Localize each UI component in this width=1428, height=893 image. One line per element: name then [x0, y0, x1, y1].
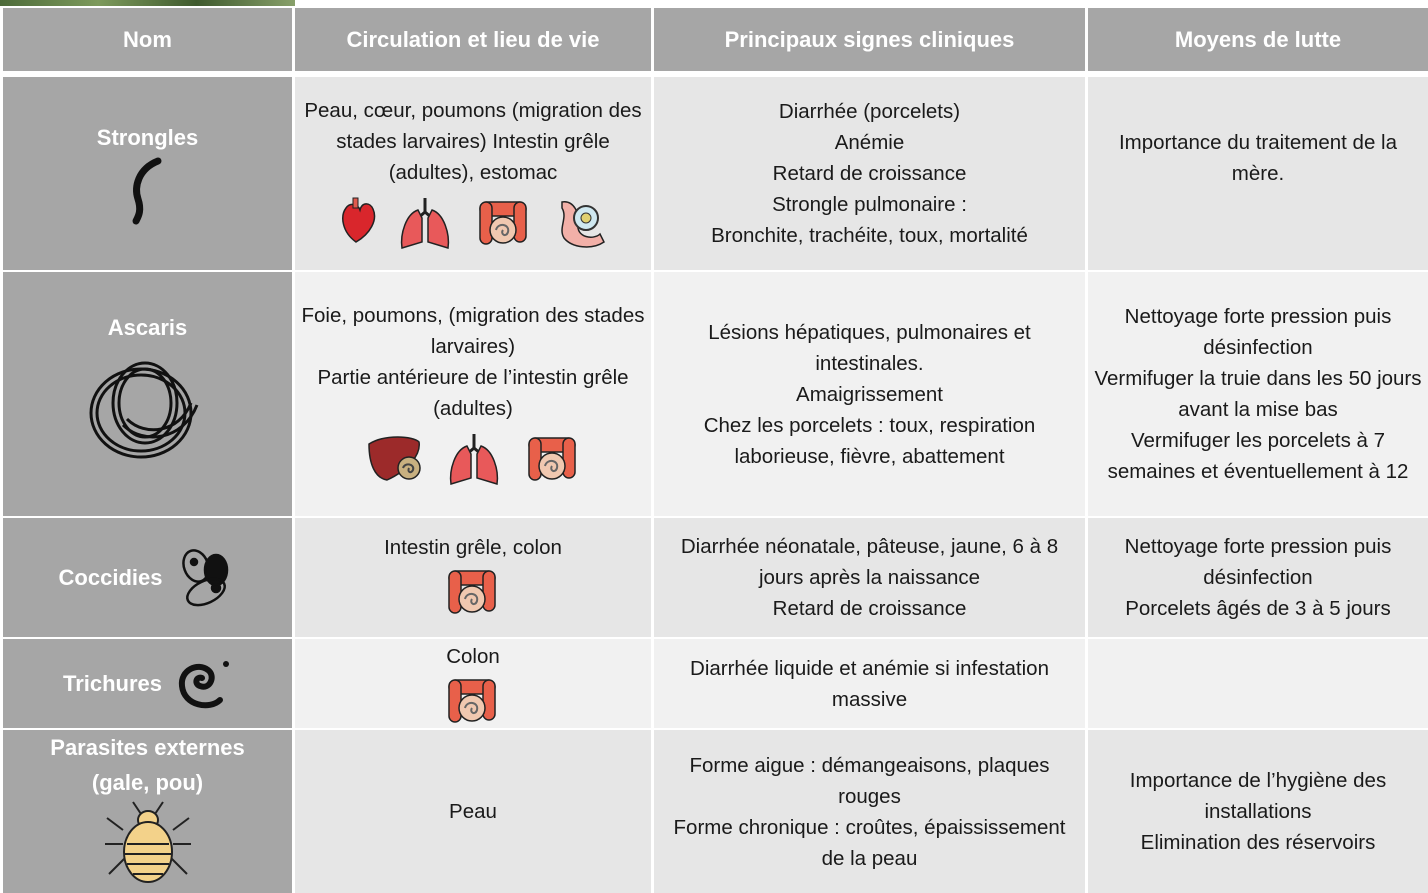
- name-cell: Parasites externes (gale, pou): [3, 730, 292, 893]
- name-cell: Ascaris: [3, 272, 292, 516]
- header-cell: Principaux signes cliniques: [654, 8, 1085, 71]
- paragraph: Anémie: [834, 131, 905, 154]
- cell: Importance de l’hygiène des installation…: [1088, 730, 1428, 893]
- name-cell: Trichures: [3, 639, 292, 728]
- lungs-icon: [400, 196, 450, 250]
- cell: Diarrhée néonatale, pâteuse, jaune, 6 à …: [654, 518, 1085, 637]
- header-cell: Moyens de lutte: [1088, 8, 1428, 71]
- cell: Importance du traitement de la mère.: [1088, 77, 1428, 270]
- name: Ascaris: [107, 315, 188, 340]
- header-image: [0, 0, 295, 6]
- cell: Nettoyage forte pression puis désinfecti…: [1088, 272, 1428, 516]
- paragraph: Vermifuger la truie dans les 50 jours av…: [1094, 367, 1422, 421]
- name: Coccidies: [58, 565, 163, 590]
- header-cell: Circulation et lieu de vie: [295, 8, 651, 71]
- paragraph: Porcelets âgés de 3 à 5 jours: [1125, 597, 1391, 620]
- cell: Diarrhée (porcelets) Anémie Retard de croi…: [654, 77, 1085, 270]
- cell: Peau: [295, 730, 651, 893]
- cell: Peau, cœur, poumons (migration des stade…: [295, 77, 651, 270]
- name: Strongles: [96, 125, 199, 150]
- paragraph: Strongle pulmonaire :: [772, 193, 967, 216]
- cell: Forme aigue : démangeaisons, plaques rou…: [654, 730, 1085, 893]
- paragraph: Partie antérieure de l’intestin grêle (a…: [317, 366, 629, 420]
- paragraph: Forme aigue : démangeaisons, plaques rou…: [689, 753, 1050, 808]
- organ-icons: [445, 672, 501, 728]
- cell: Intestin grêle, colon: [295, 518, 651, 637]
- name-group: Trichures: [63, 656, 232, 712]
- organ-icons: [336, 194, 610, 252]
- paragraph: Importance du traitement de la mère.: [1118, 131, 1398, 185]
- paragraph: Amaigrissement: [796, 382, 943, 406]
- ascaris-icon: [89, 361, 198, 459]
- cell: [1088, 639, 1428, 728]
- paragraph: Colon: [446, 645, 500, 668]
- paragraph: Peau: [449, 800, 497, 823]
- intestine-icon: [448, 679, 496, 723]
- paragraph: Nettoyage forte pression puis désinfecti…: [1124, 305, 1392, 359]
- organ-icons: [365, 430, 581, 488]
- trichure-icon: [179, 660, 230, 708]
- name-cell: Strongles: [3, 77, 292, 270]
- paragraph: Chez les porcelets : toux, respiration l…: [703, 413, 1036, 468]
- paragraph: Diarrhée liquide et anémie si infestatio…: [690, 656, 1049, 711]
- paragraph: Forme chronique : croûtes, épaississemen…: [673, 815, 1066, 870]
- paragraph: Importance de l’hygiène des installation…: [1129, 769, 1387, 823]
- cell: Lésions hépatiques, pulmonaires et intes…: [654, 272, 1085, 516]
- liver-icon: [368, 436, 421, 481]
- intestine-icon: [479, 201, 527, 245]
- paragraph: Lésions hépatiques, pulmonaires et intes…: [708, 320, 1031, 375]
- name-cell: Coccidies: [3, 518, 292, 637]
- paragraph: Diarrhée (porcelets): [778, 100, 961, 123]
- paragraph: Intestin grêle, colon: [384, 536, 562, 559]
- louse-icon: [104, 801, 191, 883]
- paragraph: Retard de croissance: [772, 162, 967, 185]
- coccidia-icon: [182, 548, 229, 606]
- cell: Nettoyage forte pression puis désinfecti…: [1088, 518, 1428, 637]
- name-group: Coccidies: [59, 548, 237, 608]
- paragraph: Nettoyage forte pression puis désinfecti…: [1124, 535, 1392, 589]
- organ-icons: [445, 563, 501, 619]
- paragraph: Foie, poumons, (migration des stades lar…: [301, 304, 645, 358]
- heart-icon: [342, 197, 376, 243]
- paragraph: Retard de croissance: [772, 597, 967, 620]
- lungs-icon: [449, 432, 499, 486]
- intestine-icon: [448, 570, 496, 614]
- cell: Foie, poumons, (migration des stades lar…: [295, 272, 651, 516]
- paragraph: Vermifuger les porcelets à 7 semaines et…: [1107, 429, 1409, 483]
- paragraph: Peau, cœur, poumons (migration des stade…: [304, 99, 642, 184]
- intestine-icon: [528, 437, 576, 481]
- cell: Colon: [295, 639, 651, 728]
- paragraph: Bronchite, trachéite, toux, mortalité: [711, 224, 1028, 247]
- stomach-icon: [561, 200, 605, 248]
- paragraph: Diarrhée néonatale, pâteuse, jaune, 6 à …: [680, 535, 1059, 589]
- name: Trichures: [62, 671, 163, 696]
- worm-icon: [132, 157, 161, 225]
- header-cell: Nom: [3, 8, 292, 71]
- name: Parasites externes (gale, pou): [50, 735, 245, 795]
- cell: Diarrhée liquide et anémie si infestatio…: [654, 639, 1085, 728]
- paragraph: Elimination des réservoirs: [1140, 831, 1376, 854]
